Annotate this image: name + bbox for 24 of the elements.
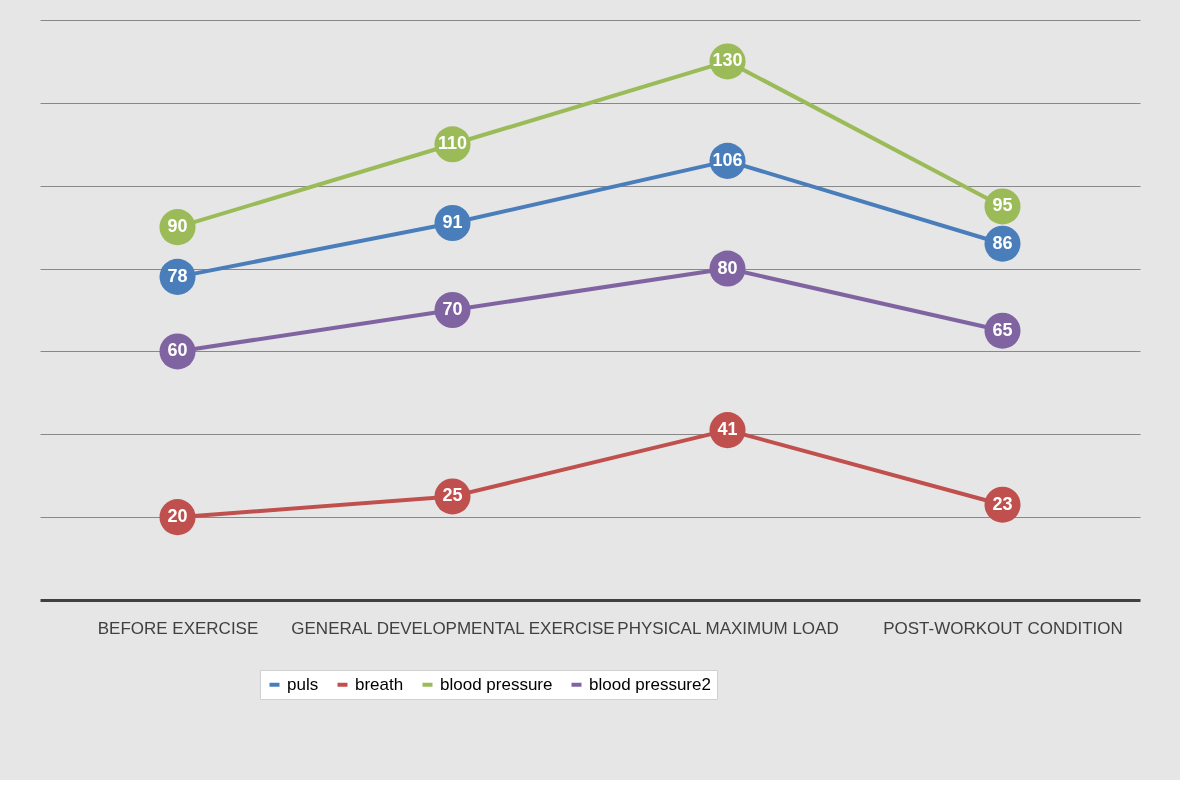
- x-tick-label: PHYSICAL MAXIMUM LOAD: [617, 618, 839, 638]
- data-label: 25: [442, 485, 463, 506]
- x-tick-label: POST-WORKOUT CONDITION: [883, 618, 1123, 638]
- data-label: 95: [992, 195, 1013, 216]
- data-label: 91: [442, 212, 463, 232]
- x-tick-label: GENERAL DEVELOPMENTAL EXERCISE: [291, 618, 615, 638]
- legend-label: puls: [287, 674, 319, 694]
- data-label: 80: [717, 257, 738, 278]
- data-label: 20: [167, 506, 188, 527]
- data-label: 60: [167, 340, 188, 361]
- legend-label: blood pressure2: [589, 674, 711, 694]
- data-label: 65: [992, 319, 1013, 340]
- data-label: 86: [992, 232, 1013, 253]
- data-label: 110: [437, 133, 468, 154]
- legend-label: blood pressure: [440, 674, 553, 694]
- data-label: 130: [712, 50, 743, 71]
- data-label: 23: [992, 493, 1013, 514]
- legend-label: breath: [355, 674, 404, 694]
- x-tick-label: BEFORE EXERCISE: [97, 618, 259, 638]
- data-label: 78: [167, 265, 188, 286]
- data-label: 70: [442, 299, 463, 319]
- data-label: 106: [712, 149, 743, 170]
- data-label: 90: [167, 216, 188, 237]
- data-label: 41: [717, 419, 738, 440]
